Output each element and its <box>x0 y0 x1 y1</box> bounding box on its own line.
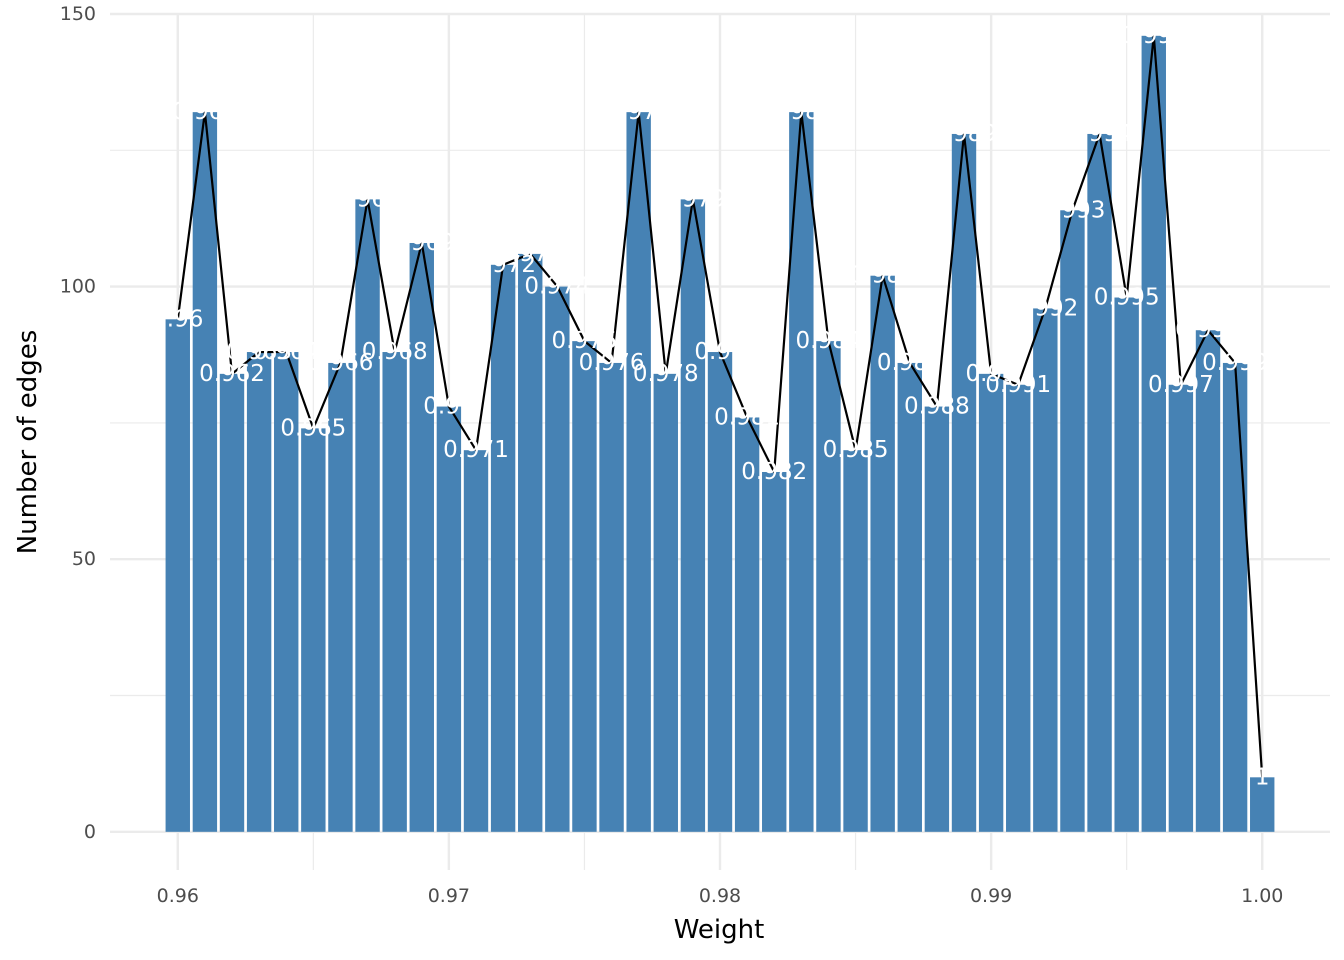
bar <box>897 362 922 832</box>
bar <box>274 352 299 832</box>
bar <box>1033 308 1058 832</box>
bar-label: 0.998 <box>1175 317 1241 343</box>
bar <box>626 112 651 832</box>
bar <box>870 275 895 832</box>
x-axis-title: Weight <box>674 915 765 945</box>
bar <box>301 428 326 832</box>
bar <box>1168 384 1194 832</box>
bar <box>1087 133 1112 832</box>
bar-label: 0.96 <box>152 306 203 332</box>
bar-label: 0.989 <box>931 121 997 147</box>
bar-label: 0.988 <box>904 394 970 420</box>
bar <box>1114 297 1139 832</box>
bar-label: 0.992 <box>1012 295 1078 321</box>
bar <box>572 341 597 832</box>
bar-label: 0.982 <box>741 459 807 485</box>
y-tick-label: 50 <box>72 548 96 570</box>
bar-label: 0.978 <box>633 361 699 387</box>
bar-label: 0.995 <box>1094 285 1160 311</box>
bar-label: 0.962 <box>199 361 265 387</box>
bar-label: 0.997 <box>1148 372 1214 398</box>
bar-label: 0.961 <box>172 99 238 125</box>
bar-label: 0.987 <box>877 350 943 376</box>
bar-label: 0.99 <box>966 361 1017 387</box>
bar <box>1060 210 1085 832</box>
bar <box>1006 384 1031 832</box>
bar-label: 0.973 <box>497 241 563 267</box>
bar-label: 0.984 <box>796 328 862 354</box>
bar-label: 0.996 <box>1121 23 1187 49</box>
bar-label: 0.967 <box>335 186 401 212</box>
bar <box>436 406 462 832</box>
x-tick-label: 0.97 <box>428 885 470 907</box>
bar-label: 0.971 <box>443 437 509 463</box>
bar-label: 0.991 <box>985 372 1051 398</box>
bar <box>1141 35 1166 832</box>
bar <box>165 319 190 832</box>
x-tick-label: 0.98 <box>699 885 741 907</box>
bar-label: 1 <box>1255 764 1270 790</box>
bar-label: 0.974 <box>524 274 590 300</box>
bar <box>192 112 218 832</box>
bar-label: 0.985 <box>823 437 889 463</box>
bar-label: 0.994 <box>1067 121 1133 147</box>
bar-label: 0.964 <box>253 339 319 365</box>
bar-label: 0.979 <box>660 186 726 212</box>
bar-label: 0.986 <box>850 263 916 289</box>
bar-label: 0.968 <box>362 339 428 365</box>
bar-label: 0.98 <box>694 339 745 365</box>
bar <box>463 450 489 832</box>
y-axis-title: Number of edges <box>13 330 43 555</box>
bar-label: 0.963 <box>226 339 292 365</box>
y-tick-label: 0 <box>84 821 96 843</box>
bar <box>924 406 950 832</box>
bar <box>978 373 1004 832</box>
bar <box>328 362 353 832</box>
bar <box>409 242 434 832</box>
bar-label: 0.972 <box>470 252 536 278</box>
bar <box>951 133 977 832</box>
bar-label: 0.969 <box>389 230 455 256</box>
bar <box>599 362 624 832</box>
x-axis-ticks: 0.96 0.97 0.98 0.99 1.00 <box>157 885 1284 907</box>
bar <box>816 341 841 832</box>
bar <box>843 450 868 832</box>
bar <box>382 352 407 832</box>
bar-label: 0.976 <box>579 350 645 376</box>
trend-line-group <box>176 34 1264 778</box>
bar-label: 0.965 <box>280 415 346 441</box>
bar-label: 0.97 <box>423 394 474 420</box>
bar <box>734 417 760 832</box>
bar <box>707 352 733 832</box>
x-tick-label: 1.00 <box>1241 885 1283 907</box>
bar-label: 0.983 <box>768 99 834 125</box>
bar <box>490 264 516 832</box>
bar-label: 0.975 <box>552 328 618 354</box>
y-axis-ticks: 0 50 100 150 <box>60 3 96 843</box>
bars <box>165 35 1275 832</box>
bar-label: 0.966 <box>308 350 374 376</box>
y-tick-label: 150 <box>60 3 96 25</box>
x-tick-label: 0.99 <box>970 885 1012 907</box>
bar-label: 0.993 <box>1040 197 1106 223</box>
bar <box>680 199 706 832</box>
bar-label: 0.981 <box>714 404 780 430</box>
bar-label: 0.977 <box>606 99 672 125</box>
bar <box>1195 330 1221 832</box>
bar <box>762 471 787 832</box>
bar <box>246 352 272 832</box>
bar <box>653 373 678 832</box>
y-tick-label: 100 <box>60 276 96 298</box>
bar <box>219 373 245 832</box>
trend-line <box>176 34 1264 778</box>
bar <box>1250 777 1275 832</box>
bar <box>1222 362 1248 832</box>
bar <box>518 253 543 832</box>
bar <box>545 286 570 832</box>
bar-label: 0.999 <box>1202 350 1268 376</box>
x-tick-label: 0.96 <box>157 885 199 907</box>
bar <box>355 199 380 832</box>
